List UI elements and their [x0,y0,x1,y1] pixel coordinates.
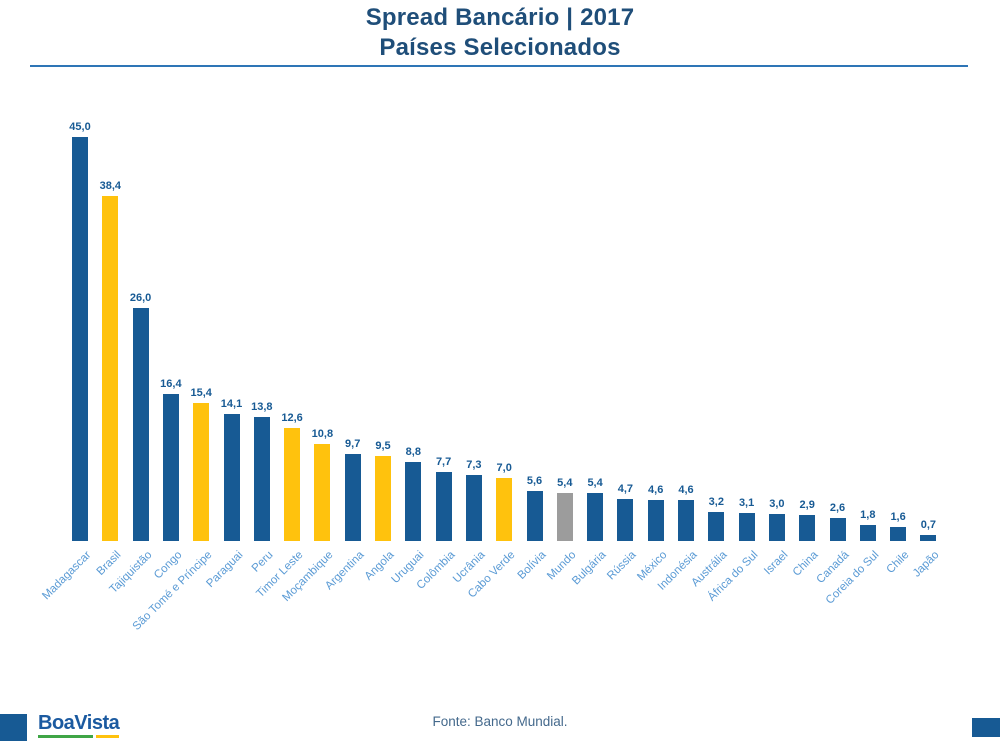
bar-value-label: 26,0 [129,291,152,304]
bar [556,492,573,541]
bar-value-label: 4,7 [617,482,634,495]
page-title: Spread Bancário | 2017 [365,4,635,31]
page-subtitle: Países Selecionados [379,34,621,61]
bar-value-label: 5,4 [557,476,573,489]
bar-value-label: 14,1 [220,398,243,411]
bar [496,478,513,541]
bar [829,517,846,541]
bar [647,499,664,541]
bar [465,475,482,541]
bar-chart: 45,0 Madagascar 38,4 Brasil 26,0 Tajiquistão 1… [40,120,942,633]
bar [890,526,907,541]
bar-value-label: 9,7 [345,437,361,450]
bar [526,490,543,541]
bar [859,524,876,541]
bar [435,471,452,541]
bar [708,512,725,541]
bar [102,196,119,541]
bar [738,513,755,541]
bar [375,455,391,541]
bar [193,402,210,541]
bar-value-label: 10,8 [311,428,334,441]
bar-value-label: 3,1 [738,497,755,510]
bar-value-label: 7,0 [496,462,512,475]
bar [132,307,149,541]
title-divider [30,65,968,67]
bar [253,417,270,541]
bar [162,393,179,541]
bar-value-label: 7,7 [435,455,452,468]
bar-value-label: 2,6 [829,501,846,514]
bar [799,514,816,541]
bar [768,514,785,541]
bar-value-label: 0,7 [920,518,937,531]
bar-value-label: 9,5 [375,439,391,452]
bar [72,136,88,541]
logo-text: BoaVista [38,712,120,734]
bar [678,499,694,541]
bar [314,444,331,541]
bar-value-label: 13,8 [251,401,273,414]
bar [920,534,937,541]
bar [344,453,361,541]
logo-underline-yellow [96,735,119,738]
bar-value-label: 1,8 [860,508,876,521]
logo-underline-green [38,735,93,738]
bar [617,498,634,541]
bar-value-label: 4,6 [678,483,694,496]
bar-value-label: 5,6 [526,474,543,487]
source-note: Fonte: Banco Mundial. [432,714,568,729]
logo-square-icon [0,714,27,741]
bar-value-label: 16,4 [160,377,182,390]
corner-accent-rect [972,718,1000,737]
bar-value-label: 45,0 [69,120,91,133]
bar-value-label: 3,0 [769,498,785,511]
bar [405,461,422,541]
bar-value-label: 12,6 [281,411,303,424]
bar [587,492,604,541]
bar [284,427,301,541]
bar [223,414,240,541]
bar-value-label: 7,3 [466,459,482,472]
bar-value-label: 38,4 [99,180,121,193]
bar-value-label: 8,8 [405,445,421,458]
bar-value-label: 3,2 [708,496,724,509]
bar-value-label: 15,4 [190,386,212,399]
bar-value-label: 5,4 [587,476,603,489]
bar-value-label: 4,6 [648,483,664,496]
bar-value-label: 1,6 [890,510,906,523]
bar-value-label: 2,9 [799,498,815,511]
